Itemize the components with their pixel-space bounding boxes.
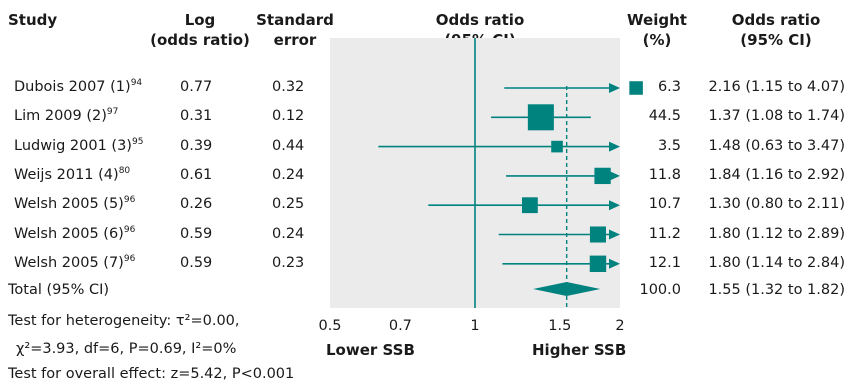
header-log-line2: (odds ratio) <box>150 31 250 49</box>
x-tick-label-3: 1 <box>470 318 479 334</box>
weight-value: 44.5 <box>648 108 681 125</box>
ci-arrow-7 <box>609 258 620 269</box>
total-label: Total (95% CI) <box>8 282 110 298</box>
study-reference: 94 <box>130 78 143 89</box>
odds-ratio-text: 1.37 (1.08 to 1.74) <box>708 108 845 125</box>
study-marker-1 <box>629 81 643 95</box>
log-odds-ratio: 0.31 <box>180 108 213 125</box>
log-odds-ratio: 0.39 <box>180 137 213 154</box>
study-name: Welsh 2005 (7)96 <box>14 254 135 272</box>
pooled-diamond <box>533 282 601 296</box>
study-name-text: Welsh 2005 (6) <box>14 225 124 242</box>
study-name: Welsh 2005 (5)96 <box>14 195 135 213</box>
x-tick-label-1: 0.5 <box>318 318 341 334</box>
ci-arrow-3 <box>609 141 620 152</box>
overall-effect-test: Test for overall effect: z=5.42, P<0.001 <box>8 366 295 382</box>
log-odds-ratio: 0.59 <box>180 254 213 271</box>
ci-arrow-1 <box>609 83 620 93</box>
header-se-line1: Standard <box>256 11 334 29</box>
log-odds-ratio: 0.77 <box>180 79 213 95</box>
standard-error: 0.24 <box>272 225 305 242</box>
header-or-line1: Odds ratio <box>435 11 525 29</box>
study-name-text: Lim 2009 (2) <box>14 108 107 125</box>
study-name: Weijs 2011 (4)80 <box>14 166 130 184</box>
heterogeneity-test-line2: χ²=3.93, df=6, P=0.69, I²=0% <box>16 341 237 357</box>
header-or2-line2: (95% CI) <box>740 31 812 49</box>
study-reference: 96 <box>123 224 136 235</box>
total-weight: 100.0 <box>639 282 681 298</box>
header-log-line1: Log <box>184 11 216 29</box>
study-reference: 96 <box>123 253 136 264</box>
weight-value: 11.8 <box>648 166 681 183</box>
odds-ratio-text: 1.80 (1.14 to 2.84) <box>708 254 845 271</box>
header-se-line2: error <box>273 31 317 49</box>
header-weight: Weight (%) <box>622 10 692 50</box>
header-or2-line1: Odds ratio <box>731 11 821 29</box>
study-name-text: Welsh 2005 (7) <box>14 254 124 271</box>
weight-value: 12.1 <box>648 254 681 271</box>
odds-ratio-text: 1.30 (0.80 to 2.11) <box>708 196 845 213</box>
study-marker-2 <box>527 104 554 131</box>
study-marker-7 <box>589 255 607 273</box>
odds-ratio-text: 1.48 (0.63 to 3.47) <box>708 137 845 154</box>
odds-ratio-text: 2.16 (1.15 to 4.07) <box>708 79 845 95</box>
study-reference: 97 <box>106 107 119 118</box>
log-odds-ratio: 0.61 <box>180 166 213 183</box>
standard-error: 0.12 <box>272 108 305 125</box>
header-log-odds-ratio: Log (odds ratio) <box>140 10 260 50</box>
x-tick-label-4: 1.5 <box>548 318 571 334</box>
weight-value: 6.3 <box>657 79 681 95</box>
x-tick-label-2: 0.7 <box>389 318 412 334</box>
study-name: Lim 2009 (2)97 <box>14 107 118 125</box>
standard-error: 0.23 <box>272 254 305 271</box>
header-weight-line2: (%) <box>642 31 672 49</box>
study-name-text: Ludwig 2001 (3) <box>14 137 132 154</box>
total-or-text: 1.55 (1.32 to 1.82) <box>708 282 845 298</box>
study-marker-6 <box>589 226 606 243</box>
study-name: Welsh 2005 (6)96 <box>14 225 135 243</box>
weight-value: 3.5 <box>657 137 681 154</box>
study-reference: 95 <box>131 136 144 147</box>
study-marker-3 <box>551 140 563 153</box>
ci-arrow-6 <box>609 229 620 240</box>
study-name-text: Weijs 2011 (4) <box>14 166 119 183</box>
study-reference: 96 <box>123 195 136 206</box>
ci-arrow-4 <box>609 170 620 181</box>
study-marker-5 <box>521 197 538 214</box>
axis-label-higher: Higher SSB <box>532 341 627 359</box>
study-reference: 80 <box>118 166 131 177</box>
study-name: Dubois 2007 (1)94 <box>14 78 142 96</box>
odds-ratio-text: 1.80 (1.12 to 2.89) <box>708 225 845 242</box>
header-weight-line1: Weight <box>627 11 687 29</box>
heterogeneity-test-line1: Test for heterogeneity: τ²=0.00, <box>8 313 240 329</box>
axis-label-lower: Lower SSB <box>326 341 415 359</box>
study-name-text: Welsh 2005 (5) <box>14 196 124 213</box>
header-odds-ratio-text: Odds ratio (95% CI) <box>706 10 846 50</box>
x-tick-label-5: 2 <box>615 318 624 334</box>
standard-error: 0.44 <box>272 137 305 154</box>
standard-error: 0.25 <box>272 196 305 213</box>
weight-value: 10.7 <box>648 196 681 213</box>
weight-value: 11.2 <box>648 225 681 242</box>
header-standard-error: Standard error <box>245 10 345 50</box>
standard-error: 0.32 <box>272 79 305 95</box>
study-name-text: Dubois 2007 (1) <box>14 79 131 95</box>
odds-ratio-text: 1.84 (1.16 to 2.92) <box>708 166 845 183</box>
header-study: Study <box>8 11 58 29</box>
log-odds-ratio: 0.26 <box>180 196 213 213</box>
log-odds-ratio: 0.59 <box>180 225 213 242</box>
standard-error: 0.24 <box>272 166 305 183</box>
study-marker-4 <box>594 167 611 185</box>
study-name: Ludwig 2001 (3)95 <box>14 137 143 155</box>
ci-arrow-5 <box>609 200 620 211</box>
